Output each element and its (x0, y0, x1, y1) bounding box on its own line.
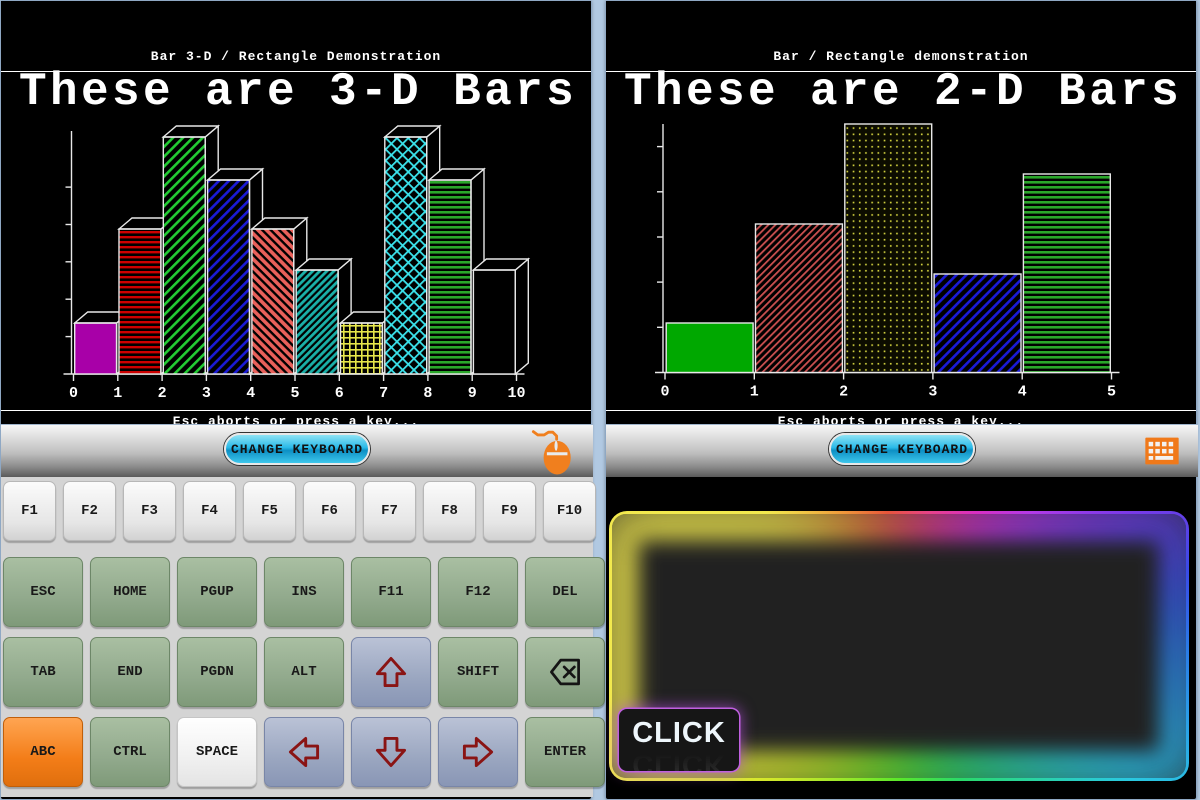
svg-text:4: 4 (1018, 384, 1027, 401)
svg-text:5: 5 (1107, 384, 1116, 401)
svg-text:3: 3 (928, 384, 937, 401)
svg-text:2: 2 (839, 384, 848, 401)
svg-text:1: 1 (750, 384, 759, 401)
svg-text:0: 0 (660, 384, 669, 401)
